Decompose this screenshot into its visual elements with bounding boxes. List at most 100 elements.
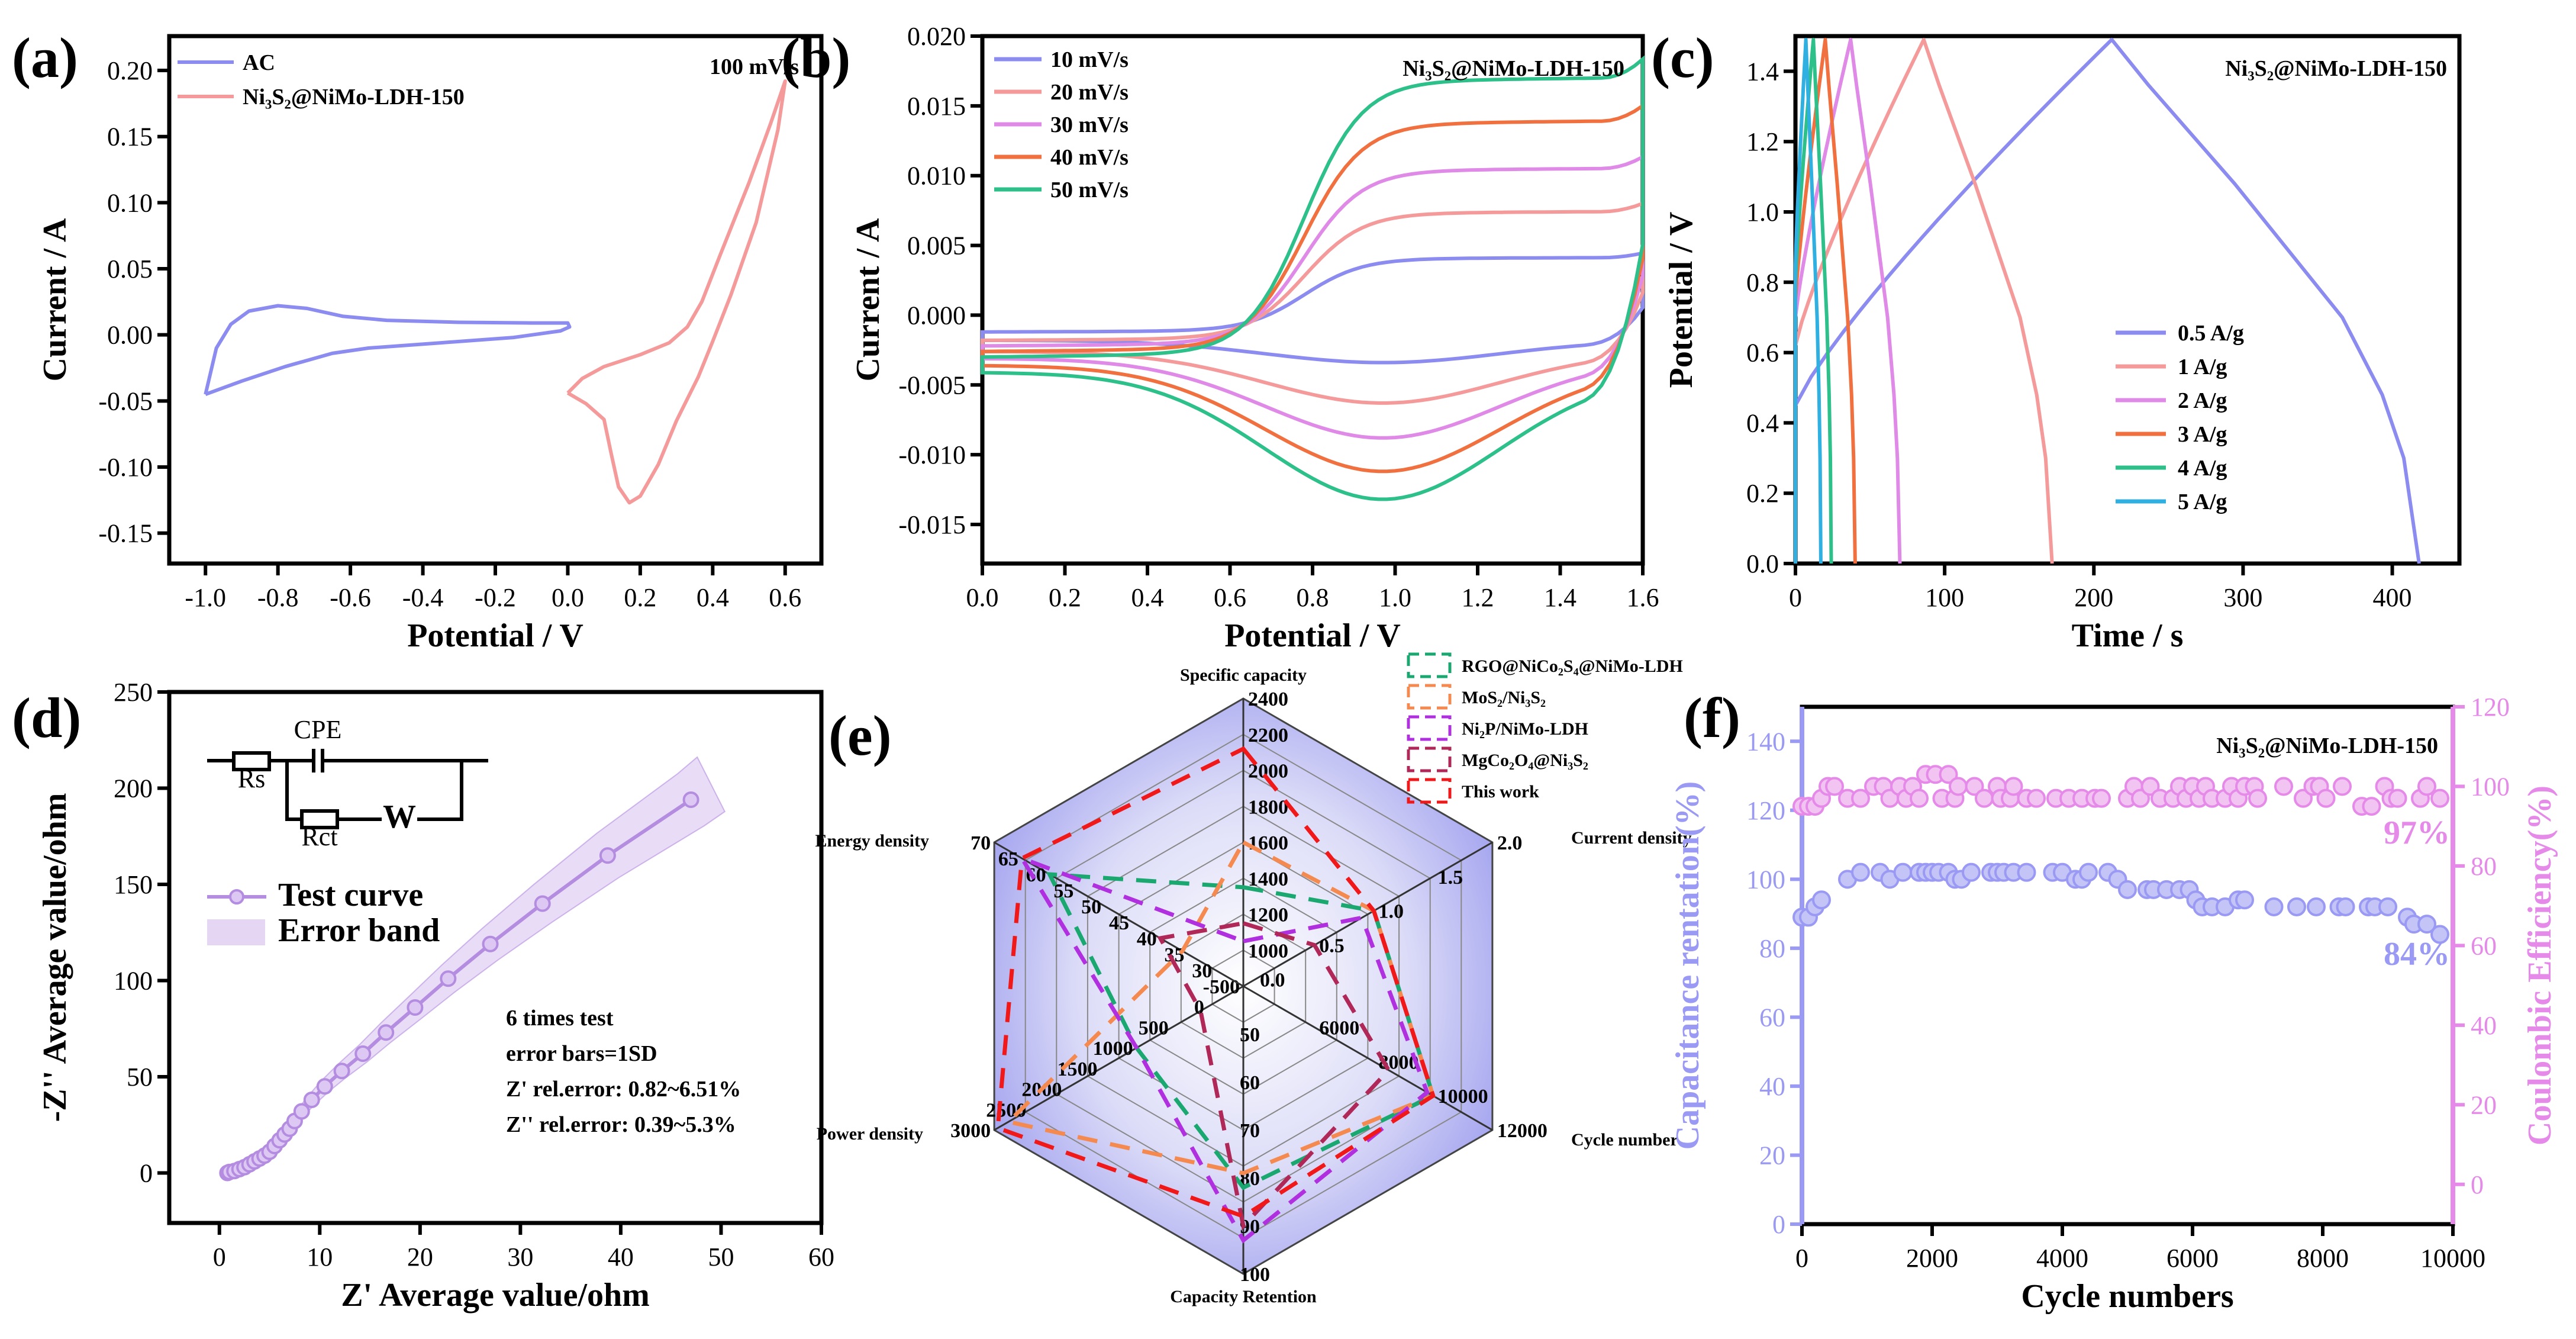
y-tick-label: 100: [1746, 865, 1785, 894]
radar-tick-label: 70: [1240, 1120, 1260, 1142]
radar-legend-label: MoS₂/Ni₃S₂: [1462, 688, 1546, 707]
series-line-4: [981, 55, 1645, 501]
efficiency-point: [1965, 777, 1984, 796]
efficiency-point: [1949, 777, 1968, 796]
x-tick-label: 0.4: [697, 583, 729, 612]
efficiency-point: [1851, 788, 1870, 808]
y-tick-label: 1.0: [1746, 198, 1779, 227]
x-axis-title: Cycle numbers: [2021, 1278, 2233, 1315]
x-tick-label: 6000: [2166, 1244, 2219, 1273]
radar-axis-line: [994, 841, 1244, 987]
y-tick-label: 0: [140, 1159, 153, 1188]
legend-label: 4 A/g: [2178, 456, 2227, 481]
series-line-1: [566, 79, 787, 505]
x-tick-label: 0.4: [1131, 583, 1164, 612]
x-tick-label: 60: [808, 1243, 834, 1272]
y-tick-label: 250: [114, 678, 153, 707]
x-tick-label: 20: [407, 1243, 433, 1272]
y-tick-label: 50: [127, 1063, 153, 1092]
series-line-5: [1794, 37, 1823, 564]
retention-point: [2264, 897, 2284, 916]
efficiency-end-label: 97%: [2384, 815, 2450, 851]
panel-d-nyquist: 0 10 20 30 40 50 60 0 50 100 150 200 250 Z' Average v…: [12, 678, 834, 1314]
radar-legend-swatch: [1407, 684, 1452, 710]
plot-frame: [167, 34, 824, 566]
series-line-2: [1794, 37, 1902, 564]
y-tick-label: 0.015: [907, 92, 966, 121]
radar-legend-label: Ni₂P/NiMo-LDH: [1462, 719, 1588, 739]
radar-series-3: [1157, 921, 1391, 1231]
x-tick-label: 0: [1795, 1244, 1808, 1273]
radar-axis-title: Energy density: [815, 831, 929, 851]
radar-tick-label: 60: [1240, 1072, 1260, 1094]
legend-label: 3 A/g: [2178, 422, 2227, 447]
legend-label: 50 mV/s: [1050, 178, 1129, 202]
radar-legend-swatch: [1407, 746, 1452, 772]
series-line-0: [1794, 37, 2421, 564]
efficiency-point: [1910, 788, 1929, 808]
legend-label: 40 mV/s: [1050, 145, 1129, 170]
x-tick-label: 1.0: [1379, 583, 1411, 612]
radar-tick-label: 3000: [950, 1120, 991, 1142]
sample-annotation: Ni₃S₂@NiMo-LDH-150: [1403, 56, 1624, 81]
radar-tick-label: 1200: [1248, 905, 1288, 926]
efficiency-point: [1939, 765, 1958, 784]
legend-label: 10 mV/s: [1050, 47, 1129, 72]
x-tick-label: 200: [2074, 583, 2113, 612]
y-tick-label: 0.8: [1746, 268, 1779, 297]
efficiency-point: [2131, 788, 2150, 808]
test-curve-point: [333, 1063, 350, 1080]
y-axis-title: Current / A: [37, 218, 73, 381]
scan-rate-annotation: 100 mV/s: [710, 54, 799, 79]
efficiency-point: [2274, 777, 2293, 796]
circuit-label-rct: Rct: [301, 822, 337, 851]
x-tick-label: 50: [708, 1243, 734, 1272]
x-axis-title: Time / s: [2072, 617, 2184, 654]
x-tick-label: 0.8: [1297, 583, 1329, 612]
x-tick-label: -0.6: [330, 583, 371, 612]
retention-point: [2430, 925, 2449, 944]
series-line-1: [981, 201, 1645, 405]
efficiency-point: [2294, 788, 2313, 808]
radar-tick-label: 0.5: [1319, 935, 1345, 957]
test-curve-point: [534, 895, 551, 912]
efficiency-point: [2388, 788, 2407, 808]
y-tick-label: 150: [114, 870, 153, 899]
y-tick-label: 0.0: [1746, 549, 1779, 578]
test-curve-point: [316, 1078, 333, 1095]
legend-label: Test curve: [278, 877, 423, 913]
radar-tick-label: 50: [1240, 1024, 1260, 1046]
x-tick-label: 100: [1925, 583, 1964, 612]
efficiency-point: [2333, 777, 2352, 796]
panel-label: (b): [781, 26, 850, 89]
y-tick-label: -0.005: [898, 371, 966, 400]
y-tick-label: 140: [1746, 727, 1785, 756]
y-tick-label: 0.020: [907, 22, 966, 51]
test-curve-point: [599, 847, 616, 864]
y-tick-label: 0.15: [107, 123, 153, 152]
retention-point: [1893, 862, 1913, 882]
y-tick-label: 0.10: [107, 188, 153, 217]
left-axis-title: Capacitance rentation(%): [1669, 781, 1706, 1150]
y-tick-label: 0.010: [907, 162, 966, 191]
x-tick-label: 0: [1789, 583, 1802, 612]
retention-point: [2079, 862, 2098, 882]
retention-point: [2378, 897, 2397, 916]
radar-tick-label: 70: [971, 832, 991, 854]
efficiency-point: [2316, 788, 2336, 808]
right-tick-label: 20: [2471, 1090, 2497, 1119]
radar-legend-label: This work: [1462, 782, 1539, 802]
circuit-wires: [207, 759, 488, 821]
panel-a-cv-comparison: -1.0 -0.8 -0.6 -0.4 -0.2 0.0 0.2 0.4 0.6 -0.15 -0.…: [12, 26, 824, 654]
test-note: Z'' rel.error: 0.39~5.3%: [506, 1112, 736, 1137]
x-tick-label: -0.4: [402, 583, 444, 612]
radar-legend-label: RGO@NiCo₂S₄@NiMo-LDH: [1462, 656, 1683, 676]
x-tick-label: 0.0: [966, 583, 999, 612]
retention-point: [2017, 862, 2036, 882]
retention-point: [2287, 897, 2306, 916]
circuit-label-w: W: [383, 799, 416, 835]
series-line-3: [1794, 37, 1857, 564]
radar-tick-label: 65: [998, 848, 1018, 870]
retention-point: [2235, 890, 2254, 910]
